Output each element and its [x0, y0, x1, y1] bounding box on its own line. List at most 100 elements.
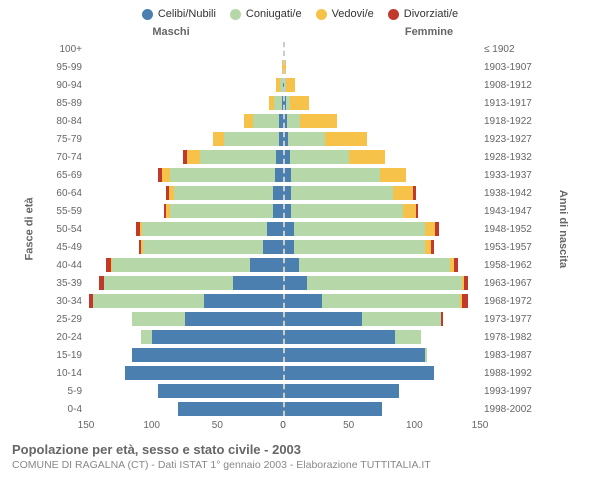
side-titles: Maschi Femmine: [4, 26, 596, 38]
birth-year-label: 1953-1957: [480, 242, 536, 253]
female-bars: [283, 78, 480, 92]
center-line: [283, 276, 285, 290]
males-title: Maschi: [4, 26, 300, 38]
age-row: 100+≤ 1902: [52, 40, 536, 58]
center-line: [283, 186, 285, 200]
age-row: 65-691933-1937: [52, 166, 536, 184]
age-label: 0-4: [52, 404, 86, 415]
bar-seg-celibi: [283, 294, 322, 308]
bar-seg-divorziati: [435, 222, 439, 236]
chart-subtitle: COMUNE DI RAGALNA (CT) - Dati ISTAT 1° g…: [12, 459, 596, 471]
bar-seg-celibi: [283, 276, 307, 290]
bars-wrap: [86, 186, 480, 200]
age-row: 80-841918-1922: [52, 112, 536, 130]
bar-seg-vedovi: [425, 222, 436, 236]
legend-label: Coniugati/e: [246, 8, 302, 20]
center-line: [283, 222, 285, 236]
bars-wrap: [86, 60, 480, 74]
bar-seg-coniugati: [294, 222, 425, 236]
male-bars: [86, 96, 283, 110]
male-bars: [86, 330, 283, 344]
bar-seg-vedovi: [393, 186, 413, 200]
bar-seg-vedovi: [403, 204, 416, 218]
females-title: Femmine: [300, 26, 596, 38]
male-bars: [86, 294, 283, 308]
age-label: 5-9: [52, 386, 86, 397]
population-pyramid-chart: Celibi/NubiliConiugati/eVedovi/eDivorzia…: [0, 0, 600, 500]
age-label: 95-99: [52, 62, 86, 73]
bar-seg-divorziati: [454, 258, 458, 272]
bars-wrap: [86, 330, 480, 344]
age-label: 65-69: [52, 170, 86, 181]
x-axis-right: 050100150: [283, 418, 480, 436]
age-label: 50-54: [52, 224, 86, 235]
bar-seg-celibi: [250, 258, 283, 272]
female-bars: [283, 276, 480, 290]
bar-seg-coniugati: [132, 312, 185, 326]
female-bars: [283, 258, 480, 272]
age-row: 95-991903-1907: [52, 58, 536, 76]
bar-seg-divorziati: [416, 204, 419, 218]
legend-label: Vedovi/e: [332, 8, 374, 20]
age-row: 90-941908-1912: [52, 76, 536, 94]
bar-seg-coniugati: [322, 294, 460, 308]
center-line: [283, 114, 285, 128]
legend-item: Divorziati/e: [388, 8, 458, 20]
age-row: 40-441958-1962: [52, 256, 536, 274]
age-row: 55-591943-1947: [52, 202, 536, 220]
birth-year-label: 1963-1967: [480, 278, 536, 289]
bar-seg-divorziati: [431, 240, 434, 254]
age-row: 60-641938-1942: [52, 184, 536, 202]
bar-seg-coniugati: [287, 114, 300, 128]
center-line: [283, 384, 285, 398]
center-line: [283, 312, 285, 326]
female-bars: [283, 168, 480, 182]
age-label: 35-39: [52, 278, 86, 289]
bar-seg-coniugati: [141, 330, 152, 344]
female-bars: [283, 96, 480, 110]
bars-wrap: [86, 78, 480, 92]
bar-seg-coniugati: [290, 150, 349, 164]
bar-seg-coniugati: [307, 276, 462, 290]
bar-seg-divorziati: [413, 186, 416, 200]
bar-seg-coniugati: [174, 186, 273, 200]
x-axis-left: 150100500: [86, 418, 283, 436]
female-bars: [283, 348, 480, 362]
female-bars: [283, 114, 480, 128]
bar-seg-vedovi: [290, 96, 310, 110]
center-line: [283, 366, 285, 380]
bar-seg-coniugati: [224, 132, 279, 146]
bars-wrap: [86, 294, 480, 308]
birth-year-label: 1998-2002: [480, 404, 536, 415]
age-row: 50-541948-1952: [52, 220, 536, 238]
center-line: [283, 78, 285, 92]
bar-seg-coniugati: [93, 294, 205, 308]
bar-seg-vedovi: [349, 150, 386, 164]
birth-year-label: 1938-1942: [480, 188, 536, 199]
male-bars: [86, 240, 283, 254]
legend-swatch: [142, 9, 153, 20]
bar-seg-coniugati: [253, 114, 279, 128]
bar-seg-celibi: [152, 330, 283, 344]
bar-seg-vedovi: [325, 132, 367, 146]
age-label: 45-49: [52, 242, 86, 253]
legend-label: Divorziati/e: [404, 8, 458, 20]
x-tick: 50: [212, 420, 223, 431]
bar-seg-celibi: [185, 312, 284, 326]
bar-seg-vedovi: [380, 168, 406, 182]
bar-seg-vedovi: [300, 114, 337, 128]
center-line: [283, 168, 285, 182]
bars-wrap: [86, 366, 480, 380]
female-bars: [283, 384, 480, 398]
bar-seg-coniugati: [200, 150, 276, 164]
y-axis-left-title: Fasce di età: [23, 198, 35, 261]
y-axis-right-title: Anni di nascita: [557, 190, 569, 268]
birth-year-label: 1908-1912: [480, 80, 536, 91]
bar-seg-divorziati: [464, 276, 468, 290]
bar-seg-divorziati: [462, 294, 469, 308]
birth-year-label: 1983-1987: [480, 350, 536, 361]
age-label: 80-84: [52, 116, 86, 127]
age-row: 85-891913-1917: [52, 94, 536, 112]
female-bars: [283, 204, 480, 218]
bars-wrap: [86, 312, 480, 326]
